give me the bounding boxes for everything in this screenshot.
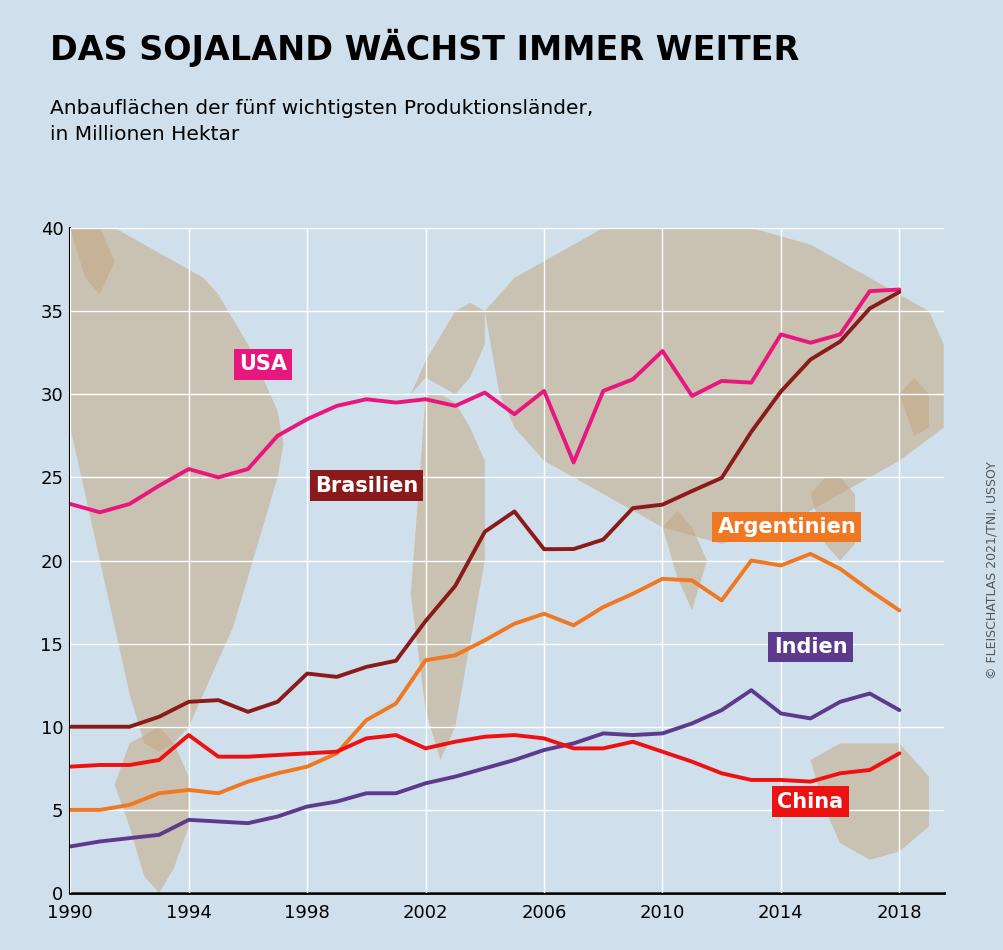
Polygon shape	[70, 228, 114, 294]
Polygon shape	[484, 228, 943, 543]
Polygon shape	[410, 394, 484, 760]
Polygon shape	[662, 511, 706, 611]
Polygon shape	[809, 743, 928, 860]
Polygon shape	[114, 727, 189, 893]
Text: DAS SOJALAND WÄCHST IMMER WEITER: DAS SOJALAND WÄCHST IMMER WEITER	[50, 28, 798, 66]
Polygon shape	[70, 228, 283, 751]
Text: USA: USA	[239, 354, 287, 374]
Text: Argentinien: Argentinien	[717, 517, 856, 538]
Polygon shape	[809, 477, 855, 560]
Text: China: China	[776, 791, 843, 811]
Polygon shape	[410, 303, 484, 394]
Text: Brasilien: Brasilien	[314, 476, 417, 496]
Text: Indien: Indien	[773, 636, 847, 657]
Text: Anbauflächen der fünf wichtigsten Produktionsländer,
in Millionen Hektar: Anbauflächen der fünf wichtigsten Produk…	[50, 99, 593, 144]
Text: © FLEISCHATLAS 2021/TNI, USSOY: © FLEISCHATLAS 2021/TNI, USSOY	[985, 461, 998, 679]
Polygon shape	[899, 377, 928, 436]
